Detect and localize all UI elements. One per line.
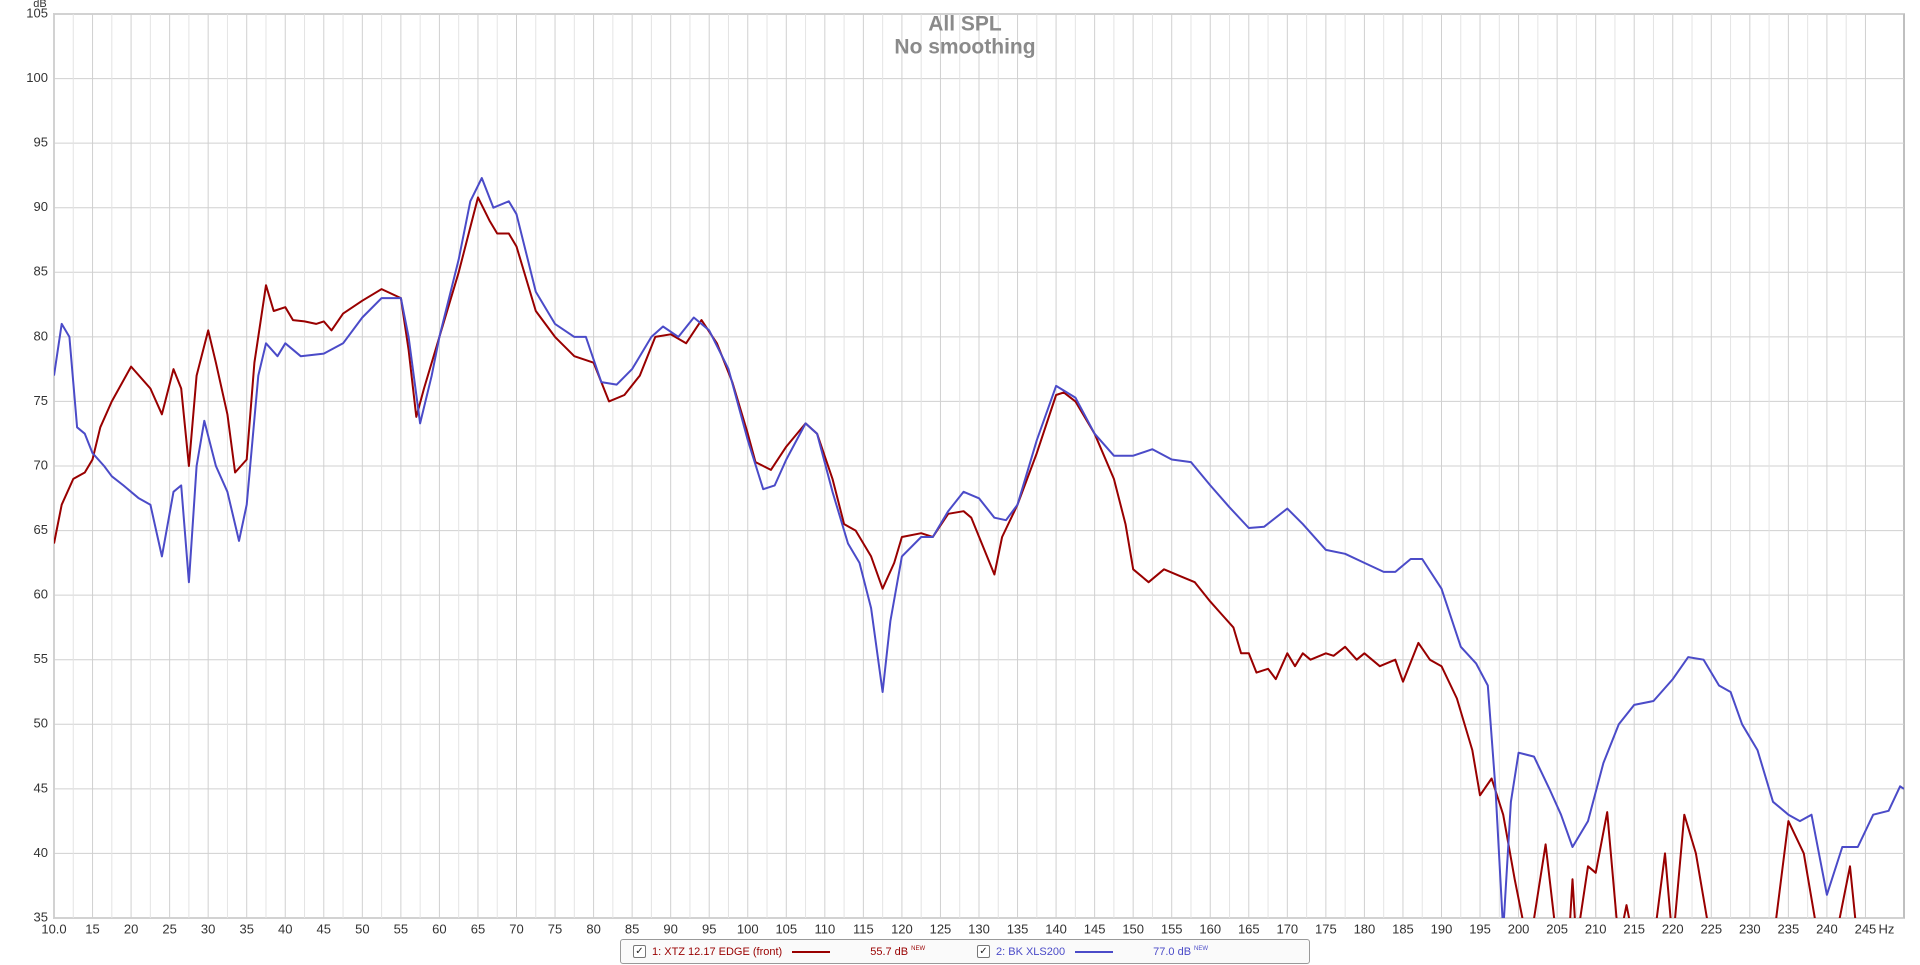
x-tick-label: 215	[1623, 921, 1645, 936]
x-tick-label: 70	[509, 921, 523, 936]
y-tick-label: 35	[34, 909, 48, 924]
x-tick-label: 75	[548, 921, 562, 936]
x-tick-label: 225	[1700, 921, 1722, 936]
x-tick-label: 125	[930, 921, 952, 936]
y-tick-label: 80	[34, 328, 48, 343]
x-tick-label: 205	[1546, 921, 1568, 936]
x-tick-label: 90	[663, 921, 677, 936]
x-tick-label: 145	[1084, 921, 1106, 936]
x-tick-label: 85	[625, 921, 639, 936]
x-tick-label: 210	[1585, 921, 1607, 936]
x-tick-label: 55	[394, 921, 408, 936]
x-tick-label: 190	[1431, 921, 1453, 936]
x-tick-label: 195	[1469, 921, 1491, 936]
y-tick-label: 40	[34, 845, 48, 860]
x-tick-label: 105	[775, 921, 797, 936]
chart-subtitle: No smoothing	[894, 36, 1035, 59]
x-tick-label: 65	[471, 921, 485, 936]
x-tick-label: 220	[1662, 921, 1684, 936]
y-tick-label: 50	[34, 716, 48, 731]
legend-label: 1: XTZ 12.17 EDGE (front)	[652, 945, 783, 958]
legend-item: ✓ 2: BK XLS200 77.0 dB NEW	[965, 945, 1309, 958]
x-tick-label: 110	[814, 921, 835, 936]
x-tick-label: 140	[1045, 921, 1067, 936]
x-tick-label: 45	[317, 921, 331, 936]
legend-level: 77.0 dB NEW	[1153, 945, 1209, 958]
x-tick-label: 135	[1007, 921, 1029, 936]
x-tick-label: 115	[853, 921, 874, 936]
x-tick-label: 150	[1122, 921, 1144, 936]
y-tick-label: 75	[34, 393, 48, 408]
legend-item: ✓ 1: XTZ 12.17 EDGE (front) 55.7 dB NEW	[621, 945, 965, 958]
y-tick-label: 90	[34, 199, 48, 214]
x-tick-label: 30	[201, 921, 215, 936]
x-tick-label: 60	[432, 921, 446, 936]
x-tick-label: 80	[586, 921, 600, 936]
x-tick-label: 100	[737, 921, 759, 936]
y-tick-label: 55	[34, 651, 48, 666]
legend-swatch	[792, 950, 831, 953]
chart-title: All SPL	[928, 13, 1002, 36]
x-tick-label: 240	[1816, 921, 1838, 936]
x-tick-label: 235	[1778, 921, 1800, 936]
legend: ✓ 1: XTZ 12.17 EDGE (front) 55.7 dB NEW ✓ 2: …	[620, 939, 1310, 964]
checkbox[interactable]: ✓	[977, 945, 990, 958]
y-tick-label: 65	[34, 522, 48, 537]
x-tick-label: 160	[1199, 921, 1221, 936]
y-tick-label: 45	[34, 780, 48, 795]
y-tick-label: 60	[34, 587, 48, 602]
y-tick-label: 70	[34, 457, 48, 472]
y-tick-label: 105	[26, 5, 48, 20]
x-tick-label: 10.0	[41, 921, 66, 936]
x-tick-label: 35	[239, 921, 253, 936]
x-tick-label: 25	[162, 921, 176, 936]
series-line	[54, 177, 1904, 918]
y-tick-label: 95	[34, 135, 48, 150]
x-tick-label: 230	[1739, 921, 1761, 936]
y-tick-label: 85	[34, 264, 48, 279]
y-unit: dB	[33, 0, 46, 10]
x-tick-label: 200	[1508, 921, 1530, 936]
legend-swatch	[1075, 950, 1114, 953]
legend-tag: NEW	[1194, 945, 1209, 952]
x-unit: Hz	[1878, 921, 1894, 936]
x-tick-label: 155	[1161, 921, 1183, 936]
x-tick-label: 170	[1276, 921, 1298, 936]
x-tick-label: 15	[85, 921, 99, 936]
x-tick-label: 20	[124, 921, 138, 936]
x-tick-label: 95	[702, 921, 716, 936]
x-tick-label: 40	[278, 921, 292, 936]
x-tick-label: 50	[355, 921, 369, 936]
y-tick-label: 100	[26, 70, 48, 85]
series-line	[54, 196, 1857, 918]
x-tick-label: 120	[891, 921, 913, 936]
x-tick-label: 175	[1315, 921, 1337, 936]
legend-level: 55.7 dB NEW	[870, 945, 926, 958]
x-tick-label: 130	[968, 921, 990, 936]
legend-tag: NEW	[911, 945, 926, 952]
x-tick-label: 185	[1392, 921, 1414, 936]
x-tick-label: 180	[1354, 921, 1376, 936]
x-tick-label: 245	[1855, 921, 1877, 936]
x-tick-label: 165	[1238, 921, 1260, 936]
checkbox[interactable]: ✓	[633, 945, 646, 958]
legend-label: 2: BK XLS200	[996, 945, 1066, 958]
